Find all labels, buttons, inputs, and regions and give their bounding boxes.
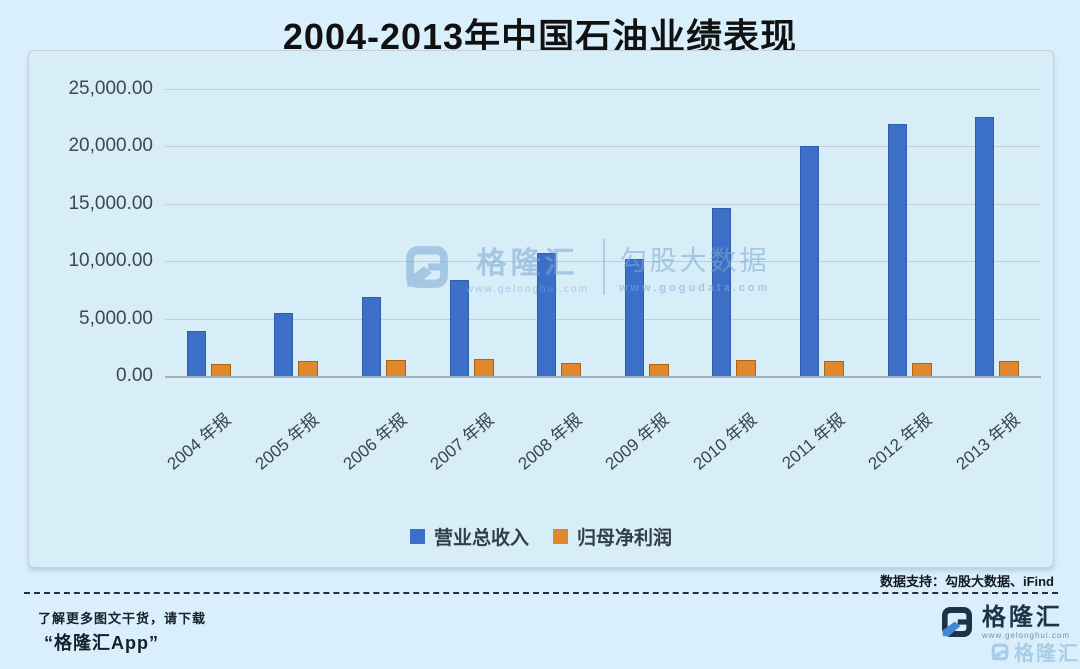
profit-bar xyxy=(473,359,494,376)
profit-bar xyxy=(999,361,1020,376)
footer-watermark: 格隆汇 xyxy=(990,637,1080,666)
gridline xyxy=(165,376,1041,378)
gelonghui-logo-icon xyxy=(991,643,1009,660)
x-axis-label: 2011 年报 xyxy=(778,409,848,473)
y-axis-tick-label: 20,000.00 xyxy=(68,135,153,157)
profit-bar xyxy=(386,360,406,376)
revenue-bar xyxy=(362,297,381,376)
dashed-divider xyxy=(24,592,1058,594)
gelonghui-logo: 格隆汇 www.gelonghui.com xyxy=(939,604,1070,640)
y-axis-tick-label: 5,000.00 xyxy=(79,307,153,329)
chart-panel: 25,000.00 20,000.00 15,000.00 10,000.00 5,00… xyxy=(28,50,1054,568)
revenue-bar xyxy=(800,146,819,376)
y-axis-tick-label: 10,000.00 xyxy=(68,250,153,272)
profit-bar xyxy=(561,363,582,376)
profit-legend-label: 归母净利润 xyxy=(577,528,673,549)
footer-watermark-name: 格隆汇 xyxy=(1014,643,1080,665)
profit-bar xyxy=(210,364,231,376)
revenue-legend-swatch xyxy=(409,529,425,544)
data-source-note: 数据支持：勾股大数据、iFind xyxy=(879,574,1054,589)
x-axis-label: 2012 年报 xyxy=(864,409,936,474)
footer-app-name: “格隆汇App” xyxy=(44,633,159,653)
logo-url: www.gelonghui.com xyxy=(981,630,1070,640)
logo-name: 格隆汇 xyxy=(981,603,1063,631)
gridline xyxy=(165,146,1041,148)
revenue-bar xyxy=(712,208,732,376)
gridline xyxy=(165,203,1041,205)
plot-area: 25,000.00 20,000.00 15,000.00 10,000.00 5,00… xyxy=(68,78,1041,474)
profit-bar xyxy=(736,360,757,376)
profit-legend-swatch xyxy=(553,529,568,544)
revenue-bar xyxy=(186,331,206,376)
x-axis-label: 2006 年报 xyxy=(339,409,410,474)
x-axis-label: 2009 年报 xyxy=(601,409,673,474)
revenue-bar xyxy=(537,253,557,376)
revenue-bar xyxy=(274,313,294,376)
gridline xyxy=(165,89,1041,90)
gelonghui-logo-icon xyxy=(941,607,972,637)
x-axis-label: 2010 年报 xyxy=(689,409,761,474)
logo-text-block: 格隆汇 www.gelonghui.com xyxy=(981,603,1070,640)
revenue-bar xyxy=(449,280,469,376)
footer-promo-line: 了解更多图文干货，请下载 xyxy=(38,611,207,626)
profit-bar xyxy=(648,364,669,376)
x-axis-label: 2013 年报 xyxy=(952,409,1024,474)
profit-bar xyxy=(824,361,844,376)
gridline xyxy=(165,318,1041,320)
profit-bar xyxy=(298,361,319,376)
y-axis-tick-label: 25,000.00 xyxy=(68,78,153,99)
x-axis-label: 2007 年报 xyxy=(426,409,498,474)
y-axis-tick-label: 0.00 xyxy=(116,365,153,386)
revenue-bar xyxy=(887,124,907,376)
profit-bar xyxy=(911,363,932,376)
y-axis-tick-label: 15,000.00 xyxy=(68,192,153,214)
legend-item-profit: 归母净利润 xyxy=(553,523,672,550)
gridline xyxy=(165,261,1041,263)
revenue-bar xyxy=(624,259,644,376)
x-axis-label: 2004 年报 xyxy=(163,409,235,474)
legend-item-revenue: 营业总收入 xyxy=(409,523,529,550)
revenue-legend-label: 营业总收入 xyxy=(433,528,529,549)
x-axis-label: 2008 年报 xyxy=(514,409,586,474)
legend: 营业总收入 归母净利润 xyxy=(29,523,1053,550)
x-axis-label: 2005 年报 xyxy=(251,409,323,474)
revenue-bar xyxy=(975,117,995,376)
